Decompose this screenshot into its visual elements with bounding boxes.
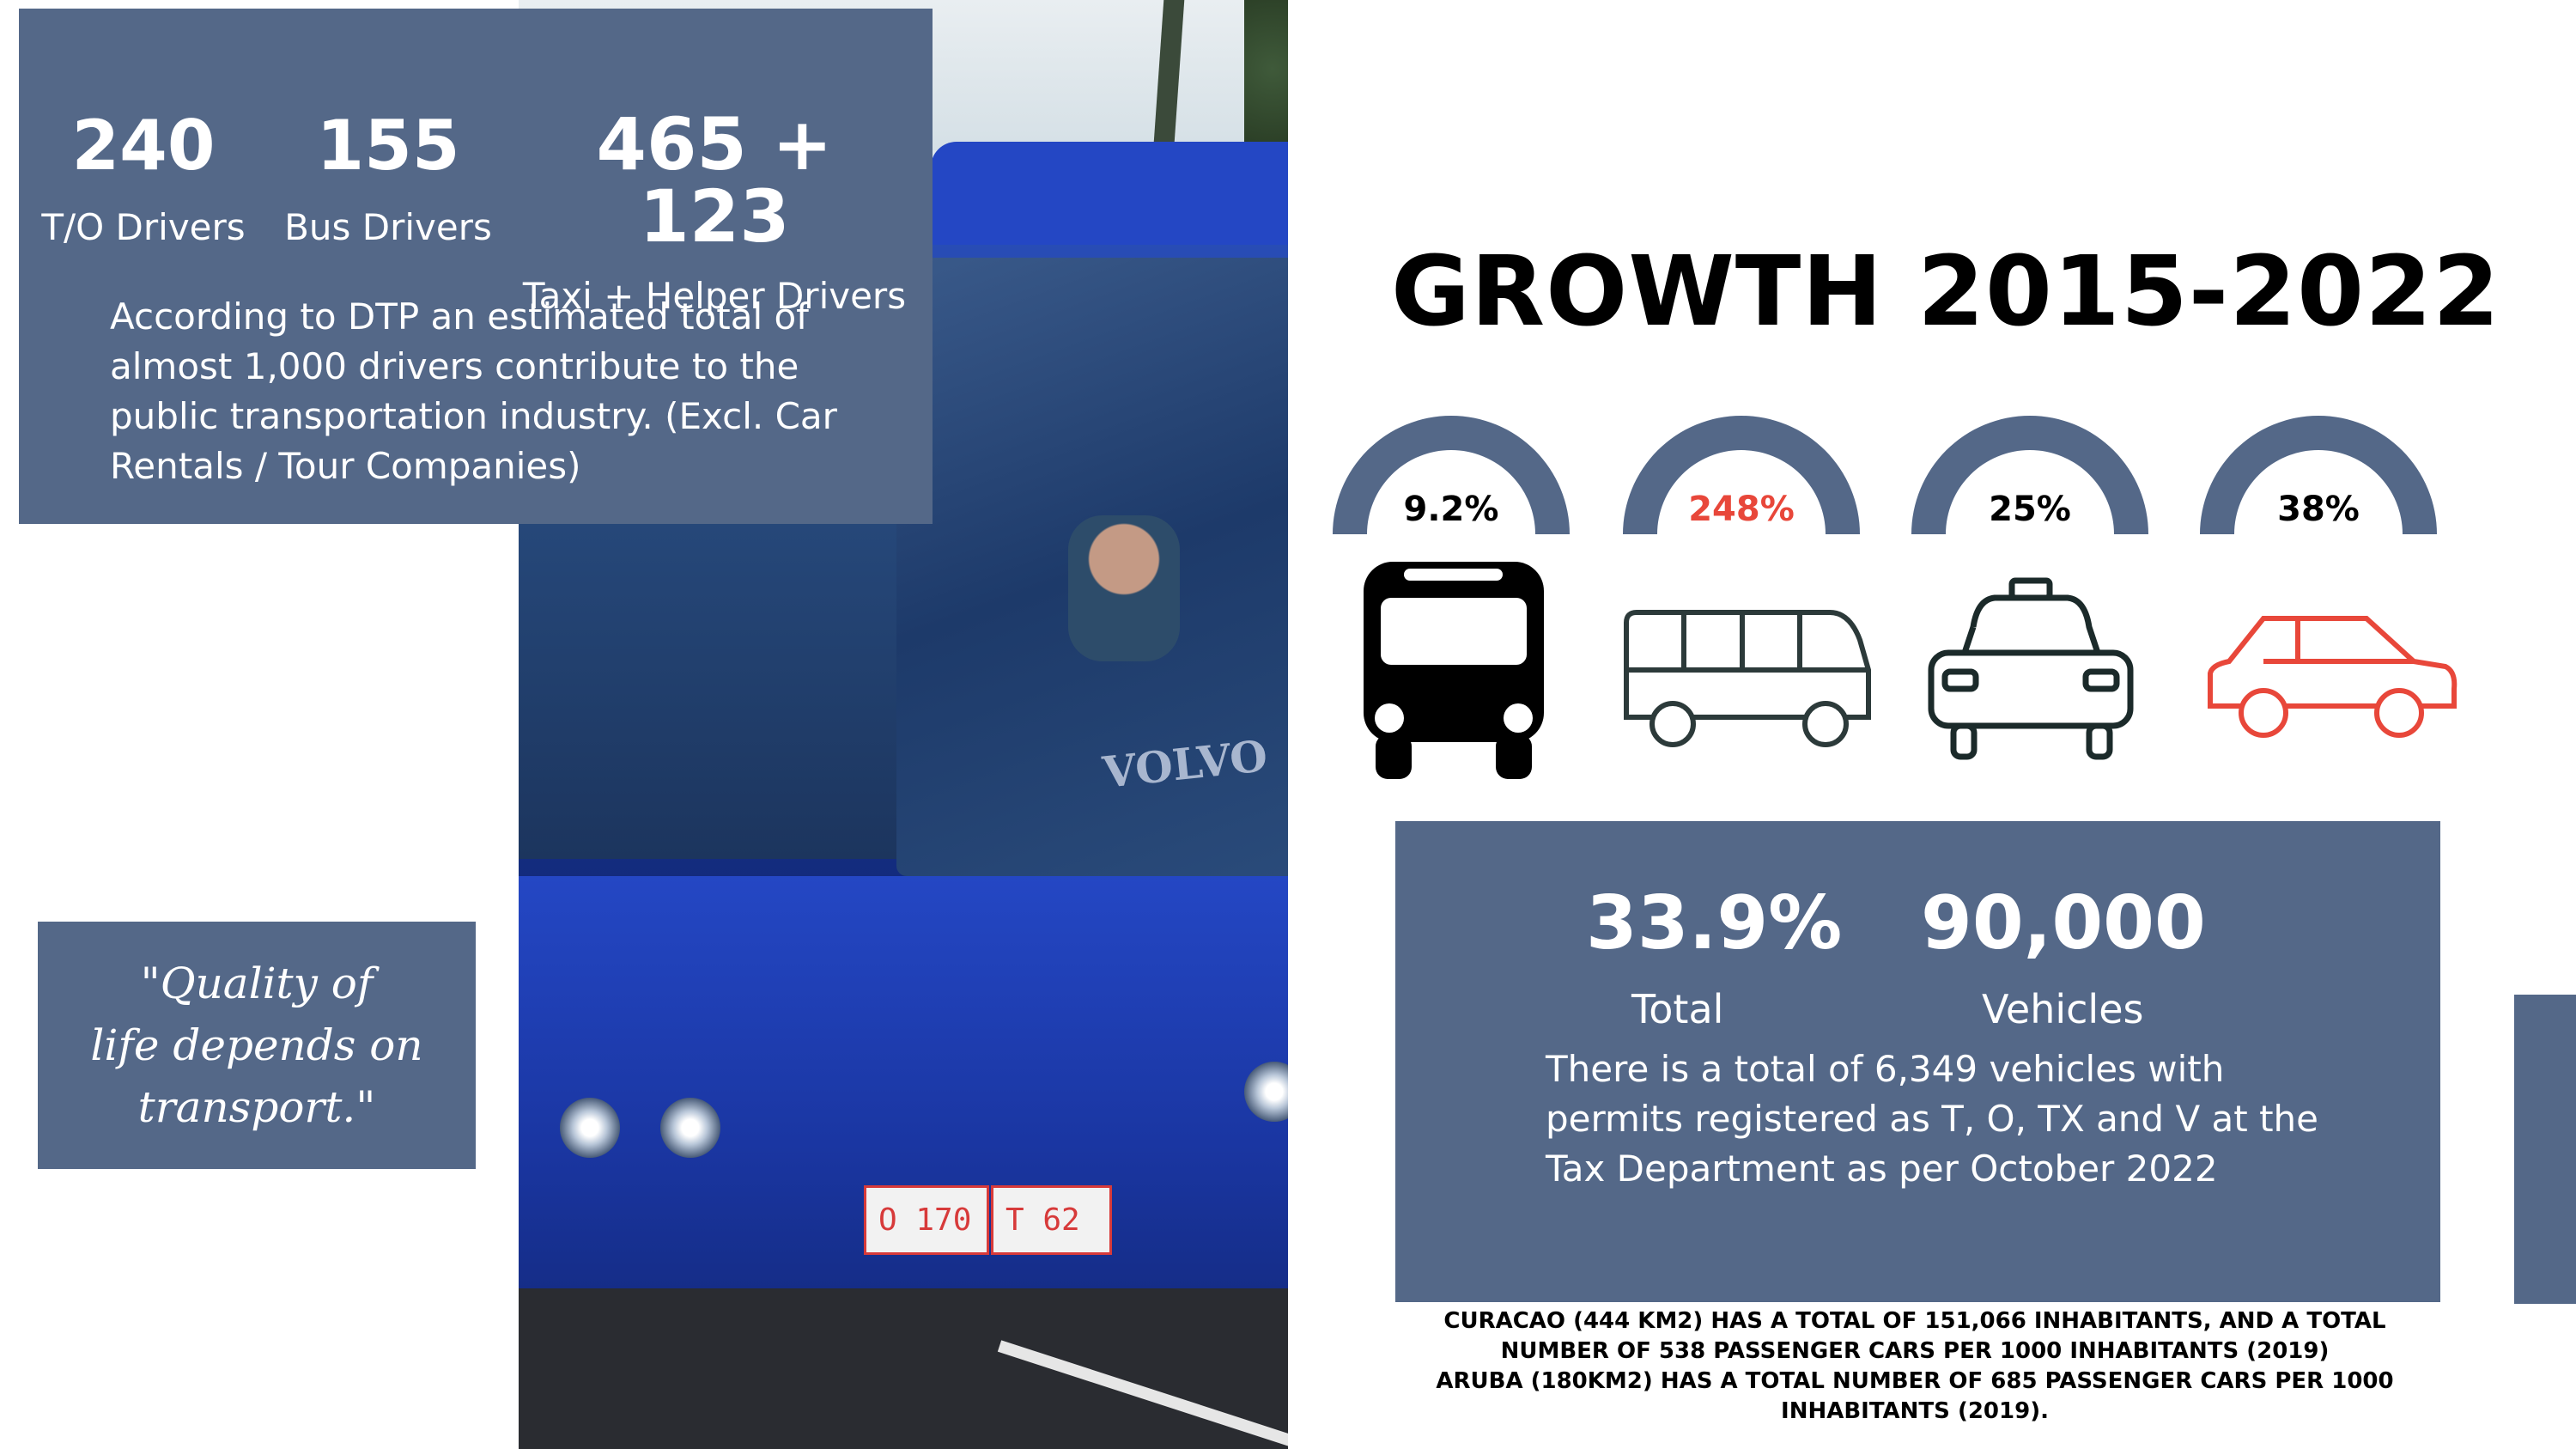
license-plate-2: T 62 <box>991 1185 1112 1255</box>
stat-label: Taxi + Helper Drivers <box>522 275 907 317</box>
side-accent-bar <box>2514 995 2576 1304</box>
gauge-percent: 25% <box>1989 490 2071 529</box>
bus-side-icon <box>1624 610 1871 747</box>
gauge-percent: 248% <box>1688 490 1795 529</box>
footnote-line: Curacao (444 km2) has a total of 151,066… <box>1443 1308 2386 1334</box>
taxi-icon <box>1928 577 2134 760</box>
bus-front-icon <box>1364 562 1544 779</box>
vehicles-description: There is a total of 6,349 vehicles with … <box>1546 1048 2319 1190</box>
total-growth-value: 33.9% <box>1586 880 1843 966</box>
vehicles-label: Vehicles <box>1982 986 2144 1032</box>
gauge-bus-side: 248% <box>1613 405 1870 534</box>
car-icon <box>2208 616 2458 738</box>
gauge-arc <box>1911 416 2148 534</box>
quote-text: "Quality of life depends on transport." <box>90 959 423 1132</box>
gauge-arc <box>1623 416 1860 534</box>
gauge-car: 38% <box>2190 405 2447 534</box>
stat-taxi-drivers: 465 + 123 Taxi + Helper Drivers <box>517 108 912 317</box>
gauge-bus-front: 9.2% <box>1322 405 1580 534</box>
growth-title: GROWTH 2015-2022 <box>1391 236 2500 348</box>
stat-label: Bus Drivers <box>284 206 492 248</box>
gauge-arc <box>1333 416 1570 534</box>
gauge-percent: 9.2% <box>1403 490 1499 529</box>
gauge-taxi: 25% <box>1901 405 2159 534</box>
vehicles-value: 90,000 <box>1921 880 2206 966</box>
driver-stats-panel: 240 T/O Drivers 155 Bus Drivers 465 + 12… <box>19 9 933 524</box>
total-growth-label: Total <box>1631 986 1724 1032</box>
footnote-line: Aruba (180km2) has a total number of 685… <box>1436 1368 2394 1394</box>
summary-panel: 33.9% Total 90,000 Vehicles There is a t… <box>1395 821 2440 1302</box>
stat-value: 465 + 123 <box>596 102 833 259</box>
footnote-line: inhabitants (2019). <box>1781 1398 2049 1424</box>
gauge-arc <box>2200 416 2437 534</box>
license-plate-1: O 170 <box>864 1185 989 1255</box>
footnote: Curacao (444 km2) has a total of 151,066… <box>1391 1306 2439 1427</box>
footnote-line: number of 538 passenger cars per 1000 in… <box>1500 1338 2330 1364</box>
stat-bus-drivers: 155 Bus Drivers <box>268 106 508 249</box>
stat-value: 155 <box>316 106 460 186</box>
stat-to-drivers: 240 T/O Drivers <box>36 106 251 249</box>
stat-value: 240 <box>71 106 216 186</box>
gauge-percent: 38% <box>2277 490 2360 529</box>
quote-box: "Quality of life depends on transport." <box>38 922 476 1169</box>
drivers-description: According to DTP an estimated total of a… <box>110 295 837 487</box>
stat-label: T/O Drivers <box>41 206 246 248</box>
